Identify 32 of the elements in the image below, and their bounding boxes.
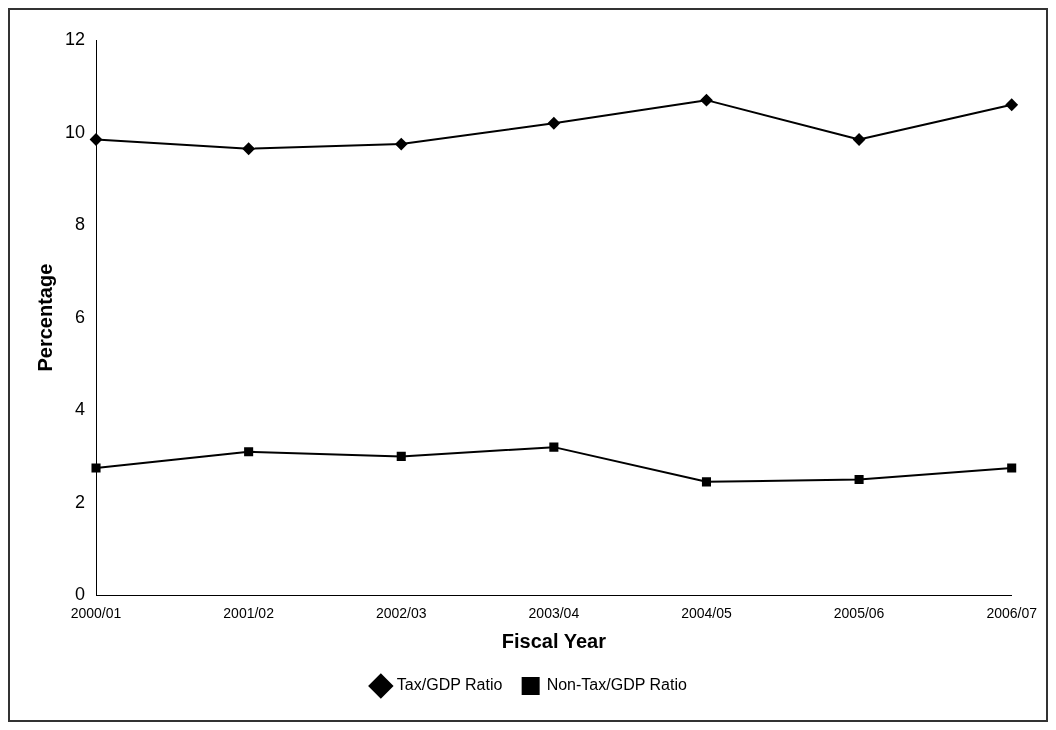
x-tick-label: 2006/07 bbox=[986, 605, 1038, 622]
point bbox=[1007, 463, 1017, 473]
y-tick-label: 2 bbox=[75, 491, 86, 512]
x-tick-label: 2002/03 bbox=[375, 605, 427, 622]
legend-label: Non-Tax/GDP Ratio bbox=[546, 676, 687, 694]
point bbox=[1005, 98, 1018, 111]
y-tick-label: 12 bbox=[64, 28, 86, 49]
point bbox=[395, 138, 408, 151]
x-tick-label: 2000/01 bbox=[70, 605, 122, 622]
point bbox=[396, 451, 406, 461]
y-axis-title: Percentage bbox=[33, 263, 56, 372]
x-axis-title: Fiscal Year bbox=[501, 629, 607, 652]
point bbox=[242, 142, 255, 155]
y-tick-label: 6 bbox=[75, 306, 86, 327]
point bbox=[854, 475, 864, 485]
point bbox=[244, 447, 254, 457]
legend-label: Tax/GDP Ratio bbox=[396, 676, 503, 694]
y-tick-label: 4 bbox=[75, 399, 86, 420]
x-tick-label: 2005/06 bbox=[833, 605, 885, 622]
y-tick-label: 8 bbox=[75, 214, 86, 235]
x-tick-label: 2004/05 bbox=[681, 605, 732, 622]
y-tick-label: 0 bbox=[75, 584, 86, 605]
x-tick-label: 2001/02 bbox=[223, 605, 275, 622]
point bbox=[90, 133, 103, 146]
point bbox=[700, 94, 713, 107]
point bbox=[853, 133, 866, 146]
point bbox=[549, 442, 559, 452]
y-tick-label: 10 bbox=[64, 121, 86, 142]
x-tick-label: 2003/04 bbox=[528, 605, 580, 622]
point bbox=[91, 463, 101, 473]
point bbox=[701, 477, 712, 487]
point bbox=[547, 117, 560, 130]
